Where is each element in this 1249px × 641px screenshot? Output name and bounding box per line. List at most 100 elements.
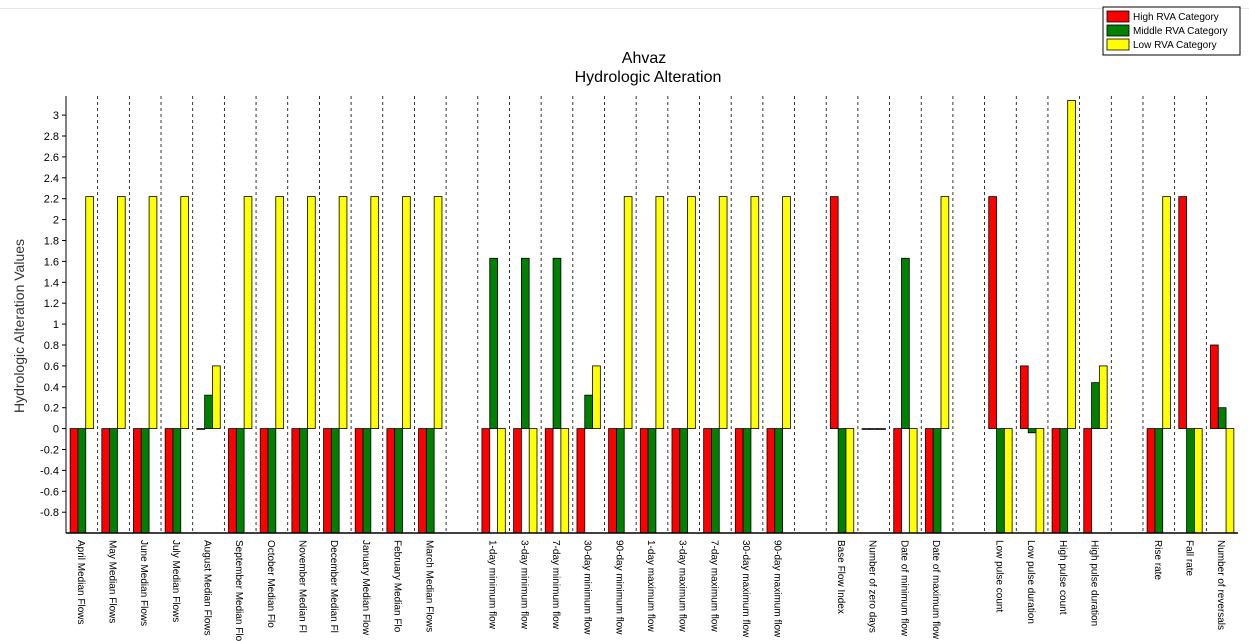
category-label: Low pulse duration <box>1025 540 1036 624</box>
y-tick-label: 1.4 <box>44 277 59 289</box>
y-tick-label: 2.6 <box>44 152 59 164</box>
legend-swatch-middle <box>1106 24 1130 37</box>
category-label: High pulse count <box>1057 540 1068 615</box>
bar-middle <box>1154 428 1164 534</box>
chart-title: Ahvaz <box>622 50 666 67</box>
bar-low <box>528 428 538 534</box>
category-label: 3-day minimum flow <box>518 540 529 630</box>
bar-middle <box>299 428 308 534</box>
bar-high <box>323 428 332 534</box>
category-label: June Median Flows <box>138 540 149 626</box>
category-label: Fall rate <box>1183 540 1194 577</box>
category-label: January Median Flow <box>360 540 371 636</box>
y-tick-label: 2 <box>53 215 59 227</box>
category-label: Number of zero days <box>867 540 878 633</box>
bar-middle <box>837 428 847 534</box>
bar-low <box>782 196 791 430</box>
legend-label-low: Low RVA Category <box>1133 40 1217 51</box>
category-label: May Median Flows <box>107 540 118 623</box>
bar-high <box>1020 365 1029 429</box>
bar-low <box>212 365 221 429</box>
bar-middle <box>1059 428 1069 534</box>
bar-low <box>243 196 253 430</box>
category-label: December Median Fl <box>328 540 339 633</box>
y-tick-label: 1.2 <box>44 298 59 310</box>
y-tick-label: 1 <box>53 319 59 331</box>
bar-low <box>1193 428 1203 534</box>
category-labels: April Median Flows May Median Flows June M… <box>75 540 1226 641</box>
bar-middle <box>1091 382 1100 429</box>
bar-low <box>877 428 886 430</box>
bar-low <box>908 428 918 534</box>
bar-high <box>481 428 491 534</box>
category-label: Date of maximum flow <box>930 540 941 640</box>
bar-low <box>560 428 570 534</box>
bar-high <box>354 428 364 534</box>
bar-middle <box>204 394 213 430</box>
y-tick-label: -0.4 <box>40 465 59 477</box>
bar-middle <box>77 428 87 534</box>
category-label: March Median Flows <box>423 540 434 632</box>
bar-low <box>497 428 506 534</box>
bar-low <box>845 428 855 534</box>
y-tick-label: 2.2 <box>44 194 59 206</box>
bar-middle <box>932 428 942 534</box>
legend-swatch-low <box>1106 38 1130 51</box>
bar-high <box>861 428 871 430</box>
y-tick-label: 0.6 <box>44 361 59 373</box>
bar-high <box>513 428 522 534</box>
chart-subtitle: Hydrologic Alteration <box>575 69 722 86</box>
bar-middle <box>742 428 752 534</box>
bar-middle <box>140 428 150 534</box>
bar-high <box>101 428 111 534</box>
bar-low <box>718 196 728 430</box>
category-label: 90-day minimum flow <box>613 540 624 635</box>
bar-high <box>988 196 997 430</box>
category-label: September Median Flo <box>233 540 244 641</box>
bar-middle <box>109 428 118 534</box>
bar-high <box>1083 428 1092 534</box>
bar-low <box>940 196 950 430</box>
bar-low <box>1003 428 1013 534</box>
bar-high <box>69 428 79 534</box>
bars <box>69 100 1235 534</box>
category-label: Rise rate <box>1152 540 1163 580</box>
bar-middle <box>330 428 340 534</box>
bar-high <box>133 428 142 534</box>
category-label: 90-day maximum flow <box>772 540 783 638</box>
y-tick-label: 2.4 <box>44 173 59 185</box>
bar-middle <box>172 428 182 534</box>
bar-high <box>418 428 427 534</box>
bar-low <box>655 196 665 430</box>
category-label: July Median Flows <box>170 540 181 622</box>
bar-middle <box>647 428 657 534</box>
bar-high <box>703 428 712 534</box>
bar-middle <box>489 257 498 430</box>
bar-high <box>1178 196 1187 430</box>
category-label: High pulse duration <box>1088 540 1099 626</box>
category-label: 3-day maximum flow <box>677 540 688 632</box>
category-label: 30-day minimum flow <box>582 540 593 635</box>
bar-low <box>338 196 348 430</box>
bar-low <box>148 196 158 430</box>
bar-middle <box>679 428 688 534</box>
bar-high <box>608 428 617 534</box>
bar-low <box>1162 196 1171 430</box>
bar-low <box>1098 365 1108 429</box>
bar-middle <box>362 428 372 534</box>
y-tick-label: 0.4 <box>44 382 59 394</box>
bar-middle <box>1217 407 1227 430</box>
category-label: August Median Flows <box>202 540 213 636</box>
bar-high <box>1210 344 1219 429</box>
bar-middle <box>520 257 530 430</box>
category-label: 7-day maximum flow <box>708 540 719 632</box>
legend: High RVA Category Middle RVA Category Lo… <box>1102 6 1241 56</box>
category-label: Number of reversals <box>1215 540 1226 630</box>
bar-low <box>592 365 601 429</box>
grid <box>97 96 1207 533</box>
bar-middle <box>394 428 403 534</box>
y-tick-label: 3 <box>53 110 59 122</box>
bar-low <box>275 196 284 430</box>
bar-middle <box>425 428 435 534</box>
category-label: 1-day minimum flow <box>487 540 498 630</box>
